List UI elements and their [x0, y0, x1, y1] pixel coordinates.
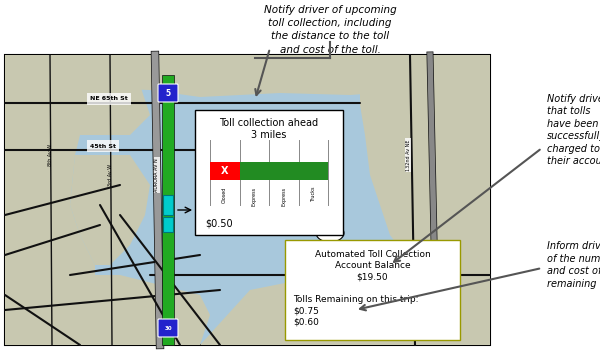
Bar	[239, 162, 328, 180]
Bar	[5, 55, 490, 345]
Text: 5: 5	[166, 88, 170, 97]
Bar	[162, 75, 174, 345]
Text: Closed: Closed	[222, 187, 227, 204]
Text: Inform driver
of the number
and cost of
remaining tolls.: Inform driver of the number and cost of …	[547, 241, 600, 289]
Text: 132nd Av NE: 132nd Av NE	[406, 139, 410, 171]
Text: Trucks: Trucks	[311, 187, 316, 202]
Bar	[425, 243, 437, 251]
Bar	[285, 240, 460, 340]
Text: Notify driver of upcoming
toll collection, including
the distance to the toll
an: Notify driver of upcoming toll collectio…	[263, 5, 397, 55]
Text: AURORA AV N: AURORA AV N	[155, 158, 160, 192]
Polygon shape	[360, 85, 490, 275]
Text: NE 65th St: NE 65th St	[90, 97, 128, 102]
Text: Automated Toll Collection
Account Balance
$19.50: Automated Toll Collection Account Balanc…	[314, 250, 430, 281]
Bar	[195, 110, 343, 235]
Bar	[428, 240, 434, 254]
Text: Express: Express	[252, 187, 257, 206]
Polygon shape	[380, 275, 490, 345]
Text: 45th St: 45th St	[90, 143, 116, 148]
Text: 520: 520	[323, 230, 337, 235]
Text: $0.50: $0.50	[205, 218, 233, 228]
Polygon shape	[5, 55, 150, 135]
Polygon shape	[5, 275, 490, 345]
Text: 8th Av W: 8th Av W	[47, 144, 53, 166]
Polygon shape	[5, 155, 150, 265]
Polygon shape	[5, 275, 210, 345]
Text: Tolls Remaining on this trip:
$0.75
$0.60: Tolls Remaining on this trip: $0.75 $0.6…	[293, 295, 419, 326]
Bar	[163, 195, 173, 215]
FancyBboxPatch shape	[158, 84, 178, 102]
Text: 30: 30	[164, 325, 172, 331]
Text: Express: Express	[281, 187, 286, 206]
Polygon shape	[5, 55, 95, 345]
Text: Toll collection ahead
3 miles: Toll collection ahead 3 miles	[220, 118, 319, 139]
FancyBboxPatch shape	[158, 319, 178, 337]
Text: 3rd Av W: 3rd Av W	[107, 164, 113, 186]
Ellipse shape	[316, 224, 344, 242]
Polygon shape	[5, 55, 490, 97]
Bar	[163, 217, 173, 232]
Text: Notify drivers
that tolls
have been
successfully
charged to
their account.: Notify drivers that tolls have been succ…	[547, 94, 600, 166]
Text: X: X	[221, 166, 229, 176]
Bar	[210, 162, 239, 180]
